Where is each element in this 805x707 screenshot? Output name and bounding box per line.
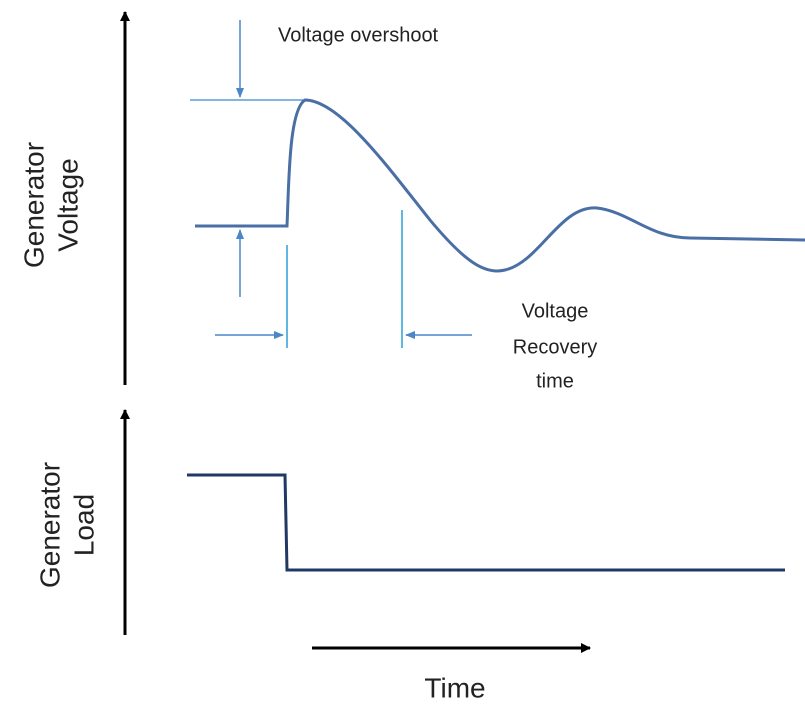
recovery-label: time [536, 370, 574, 392]
y-label: Generator [18, 142, 49, 268]
x-label: Time [424, 672, 485, 703]
recovery-label: Voltage [522, 300, 589, 322]
recovery-label: Recovery [513, 336, 597, 358]
overshoot-label: Voltage overshoot [278, 24, 439, 46]
y-label: Voltage [52, 158, 83, 251]
voltage-curve [195, 98, 805, 273]
y-label: Load [68, 494, 99, 556]
load-curve [187, 473, 785, 572]
y-label: Generator [34, 462, 65, 588]
